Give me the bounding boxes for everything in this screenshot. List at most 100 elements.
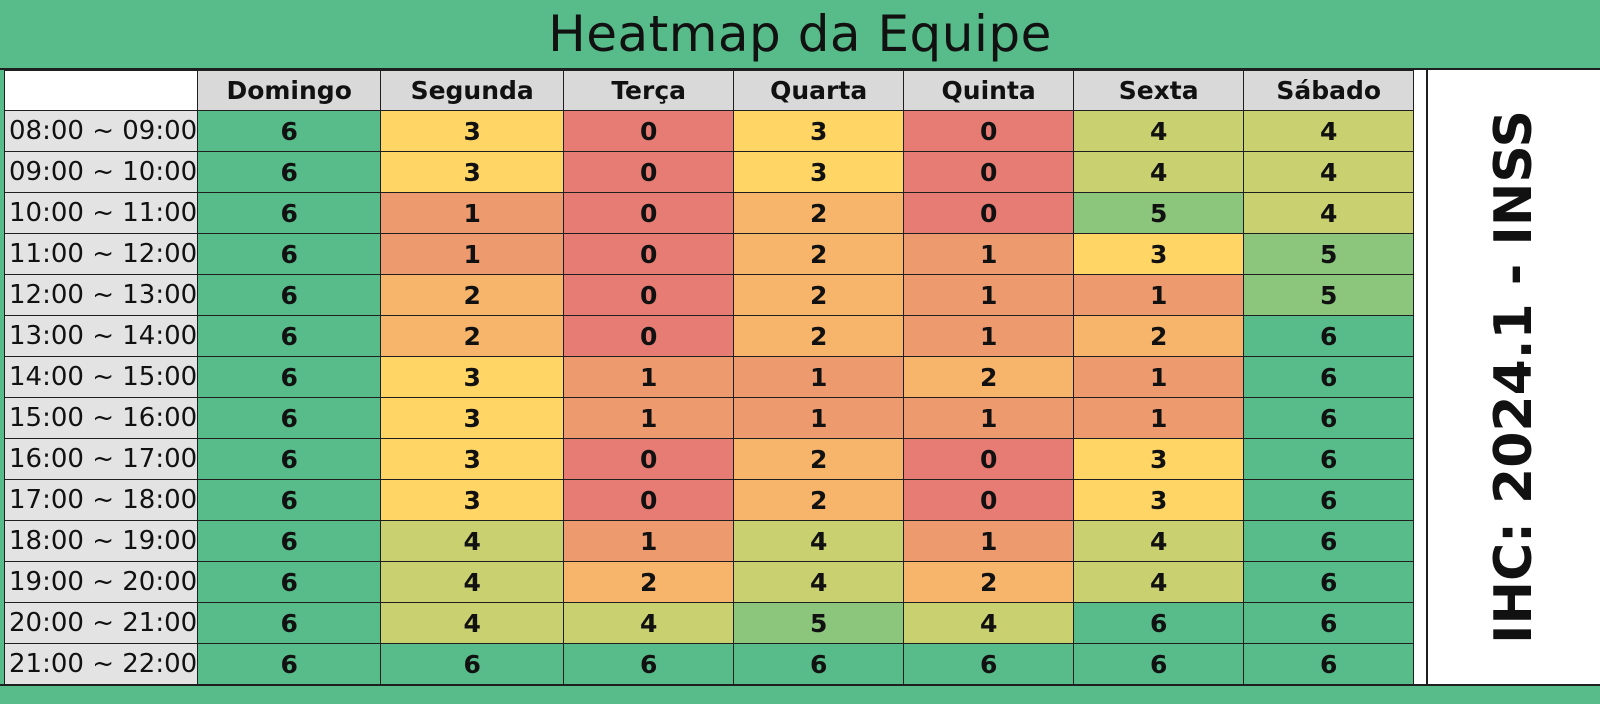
heatmap-cell: 4 bbox=[903, 602, 1075, 644]
table-row: 09:00 ~ 10:00 6 3 0 3 0 4 4 bbox=[3, 151, 1415, 193]
title-bar: Heatmap da Equipe bbox=[0, 0, 1600, 70]
heatmap-cell: 4 bbox=[1243, 110, 1415, 152]
heatmap-cell: 6 bbox=[903, 643, 1075, 685]
heatmap-cell: 6 bbox=[197, 438, 382, 480]
table-row: 15:00 ~ 16:00 6 3 1 1 1 1 6 bbox=[3, 397, 1415, 439]
table-row: 13:00 ~ 14:00 6 2 0 2 1 2 6 bbox=[3, 315, 1415, 357]
table-row: 18:00 ~ 19:00 6 4 1 4 1 4 6 bbox=[3, 520, 1415, 562]
table-row: 16:00 ~ 17:00 6 3 0 2 0 3 6 bbox=[3, 438, 1415, 480]
column-header: Quinta bbox=[903, 70, 1075, 111]
heatmap-cell: 6 bbox=[1243, 356, 1415, 398]
left-edge-strip bbox=[0, 0, 4, 704]
heatmap-cell: 1 bbox=[1073, 356, 1245, 398]
heatmap-cell: 1 bbox=[903, 520, 1075, 562]
heatmap-cell: 6 bbox=[197, 479, 382, 521]
heatmap-cell: 6 bbox=[197, 233, 382, 275]
heatmap-cell: 6 bbox=[1243, 397, 1415, 439]
heatmap-cell: 0 bbox=[903, 479, 1075, 521]
time-slot-label: 08:00 ~ 09:00 bbox=[3, 110, 199, 152]
heatmap-cell: 6 bbox=[197, 274, 382, 316]
heatmap-cell: 3 bbox=[1073, 438, 1245, 480]
table-row: 10:00 ~ 11:00 6 1 0 2 0 5 4 bbox=[3, 192, 1415, 234]
time-slot-label: 15:00 ~ 16:00 bbox=[3, 397, 199, 439]
side-label: IHC: 2024.1 - INSS bbox=[1484, 110, 1544, 644]
corner-cell bbox=[3, 70, 199, 111]
heatmap-cell: 1 bbox=[1073, 274, 1245, 316]
heatmap-cell: 6 bbox=[1243, 438, 1415, 480]
heatmap-cell: 1 bbox=[563, 397, 735, 439]
heatmap-cell: 4 bbox=[563, 602, 735, 644]
heatmap-cell: 3 bbox=[1073, 233, 1245, 275]
heatmap-cell: 1 bbox=[380, 192, 565, 234]
heatmap-cell: 4 bbox=[1073, 151, 1245, 193]
time-slot-label: 11:00 ~ 12:00 bbox=[3, 233, 199, 275]
heatmap-cell: 0 bbox=[563, 192, 735, 234]
heatmap-cell: 1 bbox=[733, 397, 905, 439]
heatmap-cell: 1 bbox=[903, 397, 1075, 439]
heatmap-cell: 5 bbox=[733, 602, 905, 644]
heatmap-cell: 2 bbox=[733, 438, 905, 480]
time-slot-label: 17:00 ~ 18:00 bbox=[3, 479, 199, 521]
heatmap-cell: 4 bbox=[733, 561, 905, 603]
heatmap-cell: 2 bbox=[733, 233, 905, 275]
heatmap-cell: 3 bbox=[380, 479, 565, 521]
time-slot-label: 10:00 ~ 11:00 bbox=[3, 192, 199, 234]
heatmap-cell: 4 bbox=[733, 520, 905, 562]
column-header: Sexta bbox=[1073, 70, 1245, 111]
heatmap-cell: 1 bbox=[563, 356, 735, 398]
heatmap-cell: 1 bbox=[733, 356, 905, 398]
heatmap-cell: 2 bbox=[380, 315, 565, 357]
heatmap-cell: 4 bbox=[1073, 520, 1245, 562]
column-header: Terça bbox=[563, 70, 735, 111]
time-slot-label: 14:00 ~ 15:00 bbox=[3, 356, 199, 398]
heatmap-cell: 3 bbox=[733, 151, 905, 193]
heatmap-cell: 1 bbox=[563, 520, 735, 562]
column-header: Sábado bbox=[1243, 70, 1415, 111]
heatmap-cell: 3 bbox=[380, 151, 565, 193]
heatmap-cell: 2 bbox=[380, 274, 565, 316]
heatmap-cell: 1 bbox=[1073, 397, 1245, 439]
table-row: 20:00 ~ 21:00 6 4 4 5 4 6 6 bbox=[3, 602, 1415, 644]
header-row: Domingo Segunda Terça Quarta Quinta Sexta Sába… bbox=[3, 70, 1415, 111]
time-slot-label: 21:00 ~ 22:00 bbox=[3, 643, 199, 685]
bottom-bar bbox=[0, 684, 1600, 704]
heatmap-cell: 2 bbox=[903, 561, 1075, 603]
heatmap-cell: 2 bbox=[1073, 315, 1245, 357]
heatmap-cell: 2 bbox=[733, 192, 905, 234]
heatmap-cell: 4 bbox=[1243, 192, 1415, 234]
heatmap-cell: 6 bbox=[1243, 643, 1415, 685]
heatmap-cell: 2 bbox=[903, 356, 1075, 398]
heatmap-cell: 6 bbox=[197, 520, 382, 562]
heatmap-cell: 0 bbox=[563, 438, 735, 480]
heatmap-cell: 1 bbox=[903, 315, 1075, 357]
heatmap-cell: 6 bbox=[563, 643, 735, 685]
heatmap-cell: 6 bbox=[1243, 602, 1415, 644]
heatmap-cell: 6 bbox=[733, 643, 905, 685]
heatmap-cell: 6 bbox=[197, 110, 382, 152]
column-header: Segunda bbox=[380, 70, 565, 111]
heatmap-cell: 0 bbox=[563, 479, 735, 521]
heatmap-cell: 3 bbox=[733, 110, 905, 152]
heatmap-cell: 6 bbox=[1073, 643, 1245, 685]
heatmap-cell: 6 bbox=[1243, 561, 1415, 603]
heatmap-cell: 2 bbox=[733, 274, 905, 316]
heatmap-cell: 6 bbox=[197, 192, 382, 234]
heatmap-cell: 4 bbox=[380, 561, 565, 603]
heatmap-cell: 2 bbox=[733, 315, 905, 357]
heatmap-cell: 0 bbox=[563, 110, 735, 152]
heatmap-cell: 4 bbox=[1073, 110, 1245, 152]
table-row: 12:00 ~ 13:00 6 2 0 2 1 1 5 bbox=[3, 274, 1415, 316]
heatmap-cell: 6 bbox=[1243, 520, 1415, 562]
table-row: 21:00 ~ 22:00 6 6 6 6 6 6 6 bbox=[3, 643, 1415, 685]
time-slot-label: 18:00 ~ 19:00 bbox=[3, 520, 199, 562]
table-row: 14:00 ~ 15:00 6 3 1 1 2 1 6 bbox=[3, 356, 1415, 398]
chart-title: Heatmap da Equipe bbox=[548, 5, 1052, 63]
heatmap-cell: 5 bbox=[1073, 192, 1245, 234]
time-slot-label: 09:00 ~ 10:00 bbox=[3, 151, 199, 193]
heatmap-cell: 0 bbox=[903, 438, 1075, 480]
table-row: 08:00 ~ 09:00 6 3 0 3 0 4 4 bbox=[3, 110, 1415, 152]
table-row: 17:00 ~ 18:00 6 3 0 2 0 3 6 bbox=[3, 479, 1415, 521]
table-row: 19:00 ~ 20:00 6 4 2 4 2 4 6 bbox=[3, 561, 1415, 603]
time-slot-label: 12:00 ~ 13:00 bbox=[3, 274, 199, 316]
time-slot-label: 16:00 ~ 17:00 bbox=[3, 438, 199, 480]
